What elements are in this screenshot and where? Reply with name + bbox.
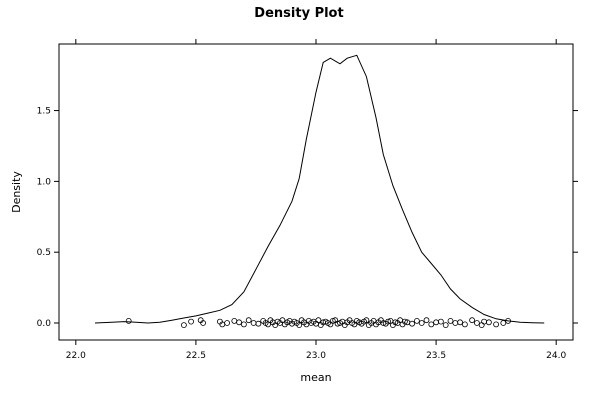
x-axis-label: mean [300,371,331,384]
x-axis: 22.0 22.5 23.0 23.5 24.0 [66,39,566,361]
rug-point [279,317,286,324]
rug-point [334,320,341,327]
rug-point [245,317,252,324]
rug-point [461,321,468,328]
density-curve [94,54,545,324]
rug-point [469,317,476,324]
rug-point [485,319,492,326]
rug-point [409,320,416,327]
rug-points [125,317,512,329]
rug-point [473,320,480,326]
rug-point [224,320,231,326]
rug-point [231,317,238,324]
y-tick-label: 1.5 [37,107,51,117]
rug-point [125,317,132,324]
rug-point [478,322,485,329]
chart-title: Density Plot [254,6,343,21]
rug-point [433,319,440,326]
rug-point [413,317,420,324]
rug-point [180,322,187,329]
rug-point [236,319,243,326]
rug-point [428,321,435,328]
rug-point [505,317,512,324]
y-tick-label: 0.0 [37,319,52,329]
rug-point [329,317,336,324]
x-tick-label: 23.0 [306,351,326,361]
rug-point [265,321,271,328]
rug-point [401,318,408,325]
rug-point [452,320,459,326]
rug-point [423,317,430,324]
x-tick-label: 24.0 [546,351,566,361]
y-axis-label: Density [10,171,23,213]
y-axis: 0.0 0.5 1.0 1.5 [37,107,578,329]
rug-point [315,317,322,324]
x-tick-label: 22.0 [66,351,86,361]
rug-point [250,320,257,326]
rug-point [188,318,195,325]
rug-point [437,318,444,325]
rug-point [240,321,247,328]
y-tick-label: 0.5 [37,248,51,258]
rug-point [200,320,207,326]
rug-point [296,322,303,329]
rug-point [442,322,449,329]
rug-point [255,320,262,327]
rug-point [481,318,488,325]
rug-point [363,317,370,324]
rug-point [457,319,464,326]
x-tick-label: 22.5 [186,351,206,361]
rug-point [500,320,507,326]
x-tick-label: 23.5 [426,351,446,361]
plot-frame [58,43,574,341]
rug-point [447,317,454,324]
y-tick-label: 1.0 [37,177,52,187]
rug-point [385,318,392,325]
rug-point [418,320,425,326]
rug-point [392,319,399,326]
rug-point [493,321,500,328]
